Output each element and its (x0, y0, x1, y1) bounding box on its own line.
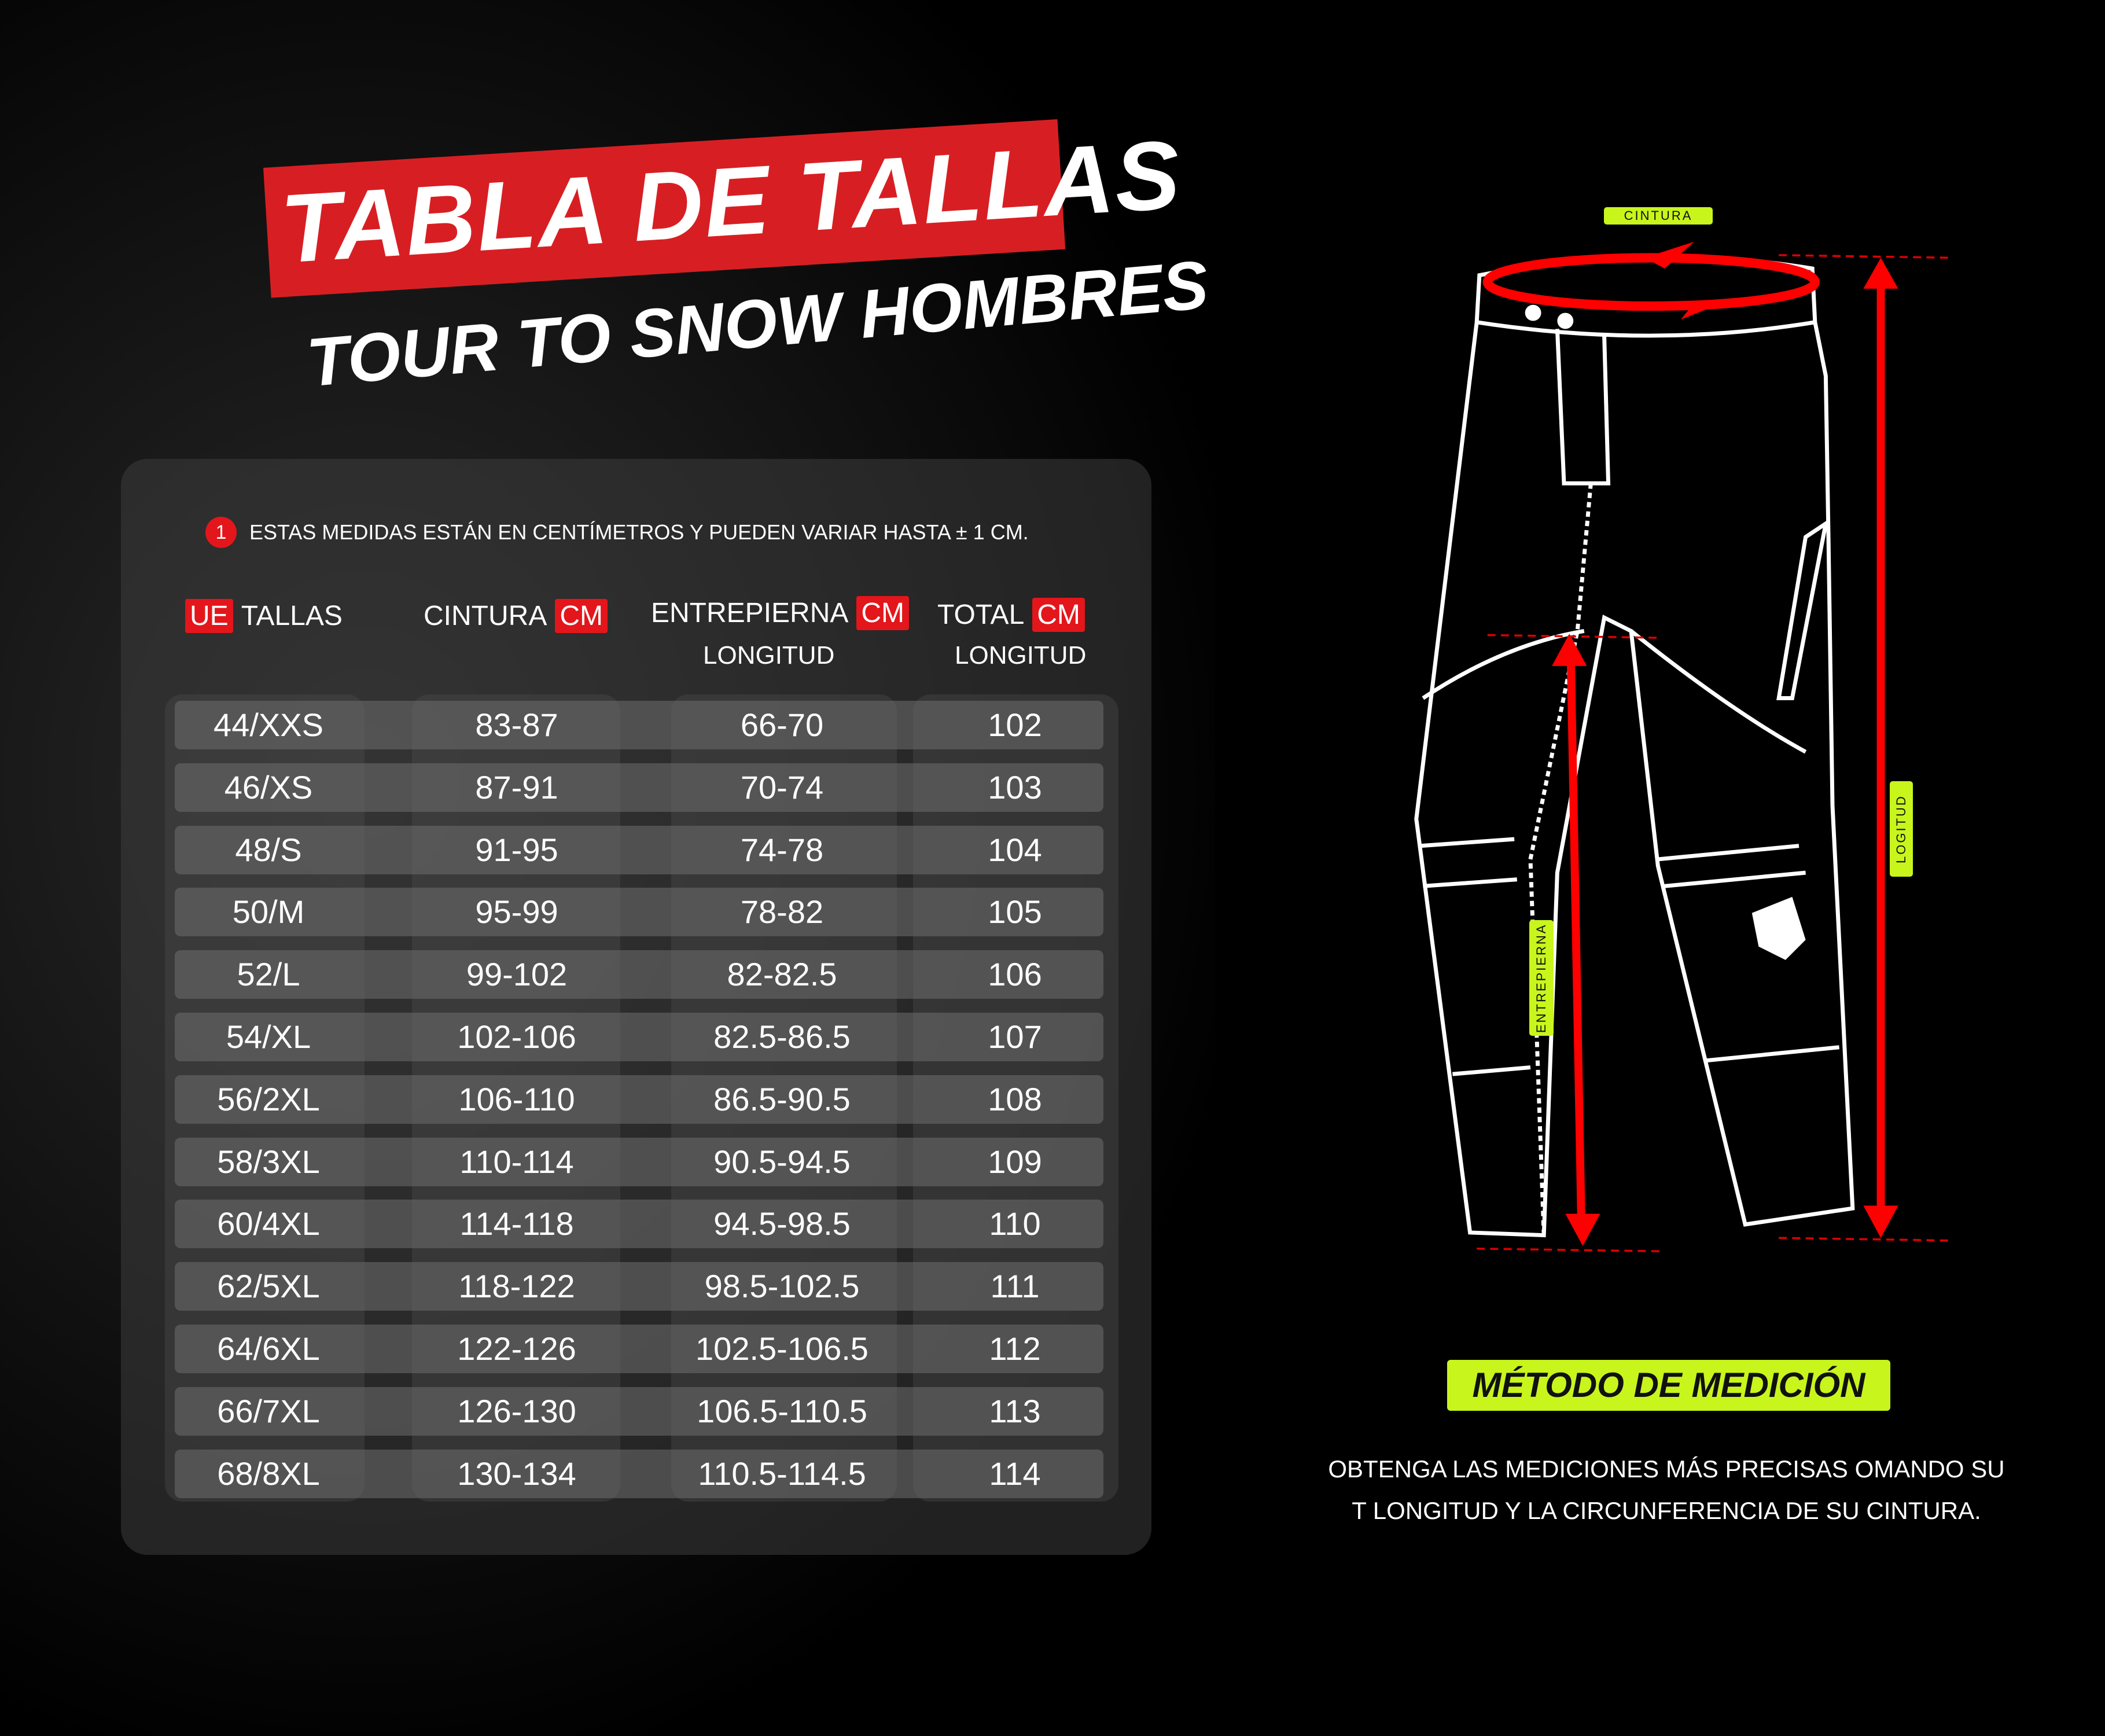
table-cell: 106.5-110.5 (697, 1392, 867, 1429)
table-cell: 102-106 (457, 1018, 576, 1055)
table-cell: 82.5-86.5 (713, 1018, 851, 1055)
header-sub-longitud: LONGITUD (955, 641, 1087, 670)
table-cell: 91-95 (475, 831, 558, 868)
table-cell: 94.5-98.5 (713, 1205, 851, 1242)
table-cell: 78-82 (740, 893, 824, 930)
table-cell: 110 (989, 1205, 1041, 1242)
method-title: MÉTODO DE MEDICIÓN (1447, 1360, 1890, 1411)
inseam-label: ENTREPIERNA (1529, 920, 1554, 1036)
unit-tag: CM (555, 599, 608, 633)
header-total: TOTAL CM (937, 598, 1085, 632)
table-cell: 111 (990, 1268, 1040, 1305)
table-cell: 66-70 (740, 707, 824, 743)
table-row (175, 701, 1103, 749)
header-label: TALLAS (241, 601, 343, 631)
table-cell: 52/L (237, 956, 300, 993)
table-cell: 98.5-102.5 (704, 1268, 860, 1305)
header-entrepierna: ENTREPIERNA CM (651, 596, 910, 630)
table-cell: 109 (988, 1143, 1042, 1180)
table-cell: 99-102 (466, 956, 568, 993)
table-cell: 110.5-114.5 (698, 1455, 866, 1492)
table-cell: 108 (988, 1080, 1042, 1117)
waist-label: CINTURA (1604, 207, 1713, 225)
unit-tag: CM (1032, 598, 1085, 632)
method-description-line2: T LONGITUD Y LA CIRCUNFERENCIA DE SU CIN… (1352, 1497, 1981, 1524)
table-row (175, 1013, 1103, 1061)
header-sub-longitud: LONGITUD (703, 641, 835, 670)
table-cell: 107 (988, 1018, 1042, 1055)
table-cell: 126-130 (457, 1392, 576, 1429)
table-cell: 118-122 (458, 1268, 575, 1305)
info-number-icon: 1 (205, 517, 237, 548)
table-cell: 130-134 (457, 1455, 576, 1492)
header-label: ENTREPIERNA (651, 598, 849, 628)
table-cell: 102 (988, 707, 1042, 743)
table-cell: 48/S (235, 831, 302, 868)
table-cell: 64/6XL (217, 1330, 320, 1367)
table-cell: 83-87 (475, 707, 558, 743)
table-cell: 95-99 (475, 893, 558, 930)
header-cintura: CINTURA CM (424, 599, 608, 633)
table-row (175, 1449, 1103, 1498)
table-row (175, 1262, 1103, 1311)
table-row (175, 1200, 1103, 1249)
table-cell: 86.5-90.5 (713, 1080, 851, 1117)
table-cell: 113 (989, 1392, 1041, 1429)
length-label: LOGITUD (1890, 781, 1913, 877)
table-row (175, 763, 1103, 812)
table-cell: 70-74 (740, 768, 824, 806)
table-row (175, 1386, 1103, 1436)
table-cell: 122-126 (457, 1330, 576, 1367)
table-cell: 66/7XL (217, 1392, 320, 1429)
method-description-line1: OBTENGA LAS MEDICIONES MÁS PRECISAS OMAN… (1328, 1455, 2005, 1483)
unit-tag: CM (856, 596, 910, 630)
table-cell: 54/XL (226, 1018, 311, 1055)
table-cell: 82-82.5 (727, 956, 837, 993)
table-cell: 44/XXS (214, 707, 323, 743)
table-cell: 114 (989, 1455, 1041, 1492)
header-label: CINTURA (424, 601, 547, 631)
table-cell: 103 (988, 768, 1042, 806)
table-row (175, 1325, 1103, 1373)
table-row (175, 1075, 1103, 1124)
table-cell: 102.5-106.5 (695, 1330, 869, 1367)
header-tallas: UE TALLAS (185, 599, 343, 633)
unit-tag: UE (185, 599, 233, 633)
table-cell: 106 (988, 956, 1042, 993)
table-cell: 68/8XL (217, 1455, 320, 1492)
table-cell: 74-78 (740, 831, 824, 868)
table-row (175, 1137, 1103, 1186)
table-cell: 60/4XL (217, 1205, 320, 1242)
table-cell: 112 (989, 1330, 1041, 1367)
table-row (175, 888, 1103, 937)
table-cell: 58/3XL (217, 1143, 320, 1180)
measurement-note: 1 ESTAS MEDIDAS ESTÁN EN CENTÍMETROS Y P… (205, 517, 1029, 548)
table-cell: 106-110 (458, 1080, 575, 1117)
table-cell: 114-118 (459, 1205, 574, 1242)
table-cell: 105 (988, 893, 1042, 930)
table-cell: 50/M (232, 893, 305, 930)
table-cell: 56/2XL (217, 1080, 320, 1117)
table-cell: 87-91 (475, 768, 558, 806)
note-text: ESTAS MEDIDAS ESTÁN EN CENTÍMETROS Y PUE… (249, 520, 1029, 544)
header-label: TOTAL (937, 599, 1025, 630)
table-cell: 46/XS (224, 768, 313, 806)
table-row (175, 950, 1103, 999)
table-cell: 110-114 (459, 1143, 574, 1180)
table-row (175, 825, 1103, 874)
table-cell: 104 (988, 831, 1042, 868)
table-cell: 62/5XL (217, 1268, 320, 1305)
table-cell: 90.5-94.5 (713, 1143, 851, 1180)
